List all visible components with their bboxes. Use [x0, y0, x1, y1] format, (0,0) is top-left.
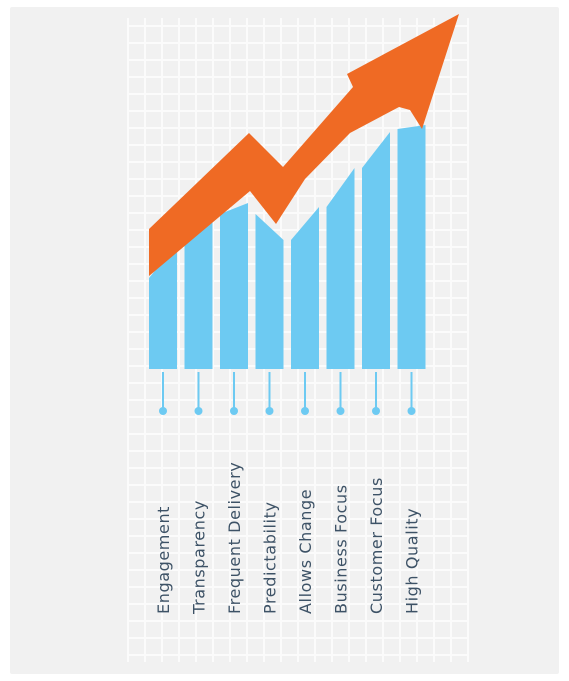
category-label: Predictability — [261, 501, 280, 614]
bar-connector-dot — [372, 407, 380, 415]
bar-predictability — [255, 214, 284, 369]
bar-connector-dot — [336, 407, 345, 415]
bar-connector-dot — [159, 407, 167, 415]
bar-high-quality — [397, 125, 426, 369]
bar-connector-dot — [301, 407, 309, 415]
category-label: Allows Change — [296, 489, 315, 614]
bar-engagement — [149, 244, 177, 369]
category-label: Frequent Delivery — [225, 462, 244, 614]
bar-connector-dot — [407, 407, 416, 415]
category-label-group: Engagement Transparency Frequent Delivery P… — [154, 462, 422, 615]
bar-connector-dot — [194, 407, 203, 415]
bar-business-focus — [326, 168, 355, 369]
category-label: Engagement — [154, 506, 173, 614]
category-label: Business Focus — [332, 484, 351, 614]
bar-transparency — [184, 214, 213, 369]
category-label: Transparency — [190, 500, 209, 615]
bar-connector-dot — [265, 407, 274, 415]
connector-group — [159, 372, 416, 415]
bar-customer-focus — [362, 132, 390, 369]
bar-connector-dot — [230, 407, 238, 415]
background-panel — [10, 7, 559, 674]
category-label: High Quality — [403, 508, 422, 614]
up-trend-arrow-icon — [149, 14, 459, 276]
bar-group — [149, 125, 426, 369]
bar-frequent-delivery — [220, 203, 248, 369]
bar-allows-change — [291, 207, 319, 369]
category-label: Customer Focus — [367, 477, 386, 614]
